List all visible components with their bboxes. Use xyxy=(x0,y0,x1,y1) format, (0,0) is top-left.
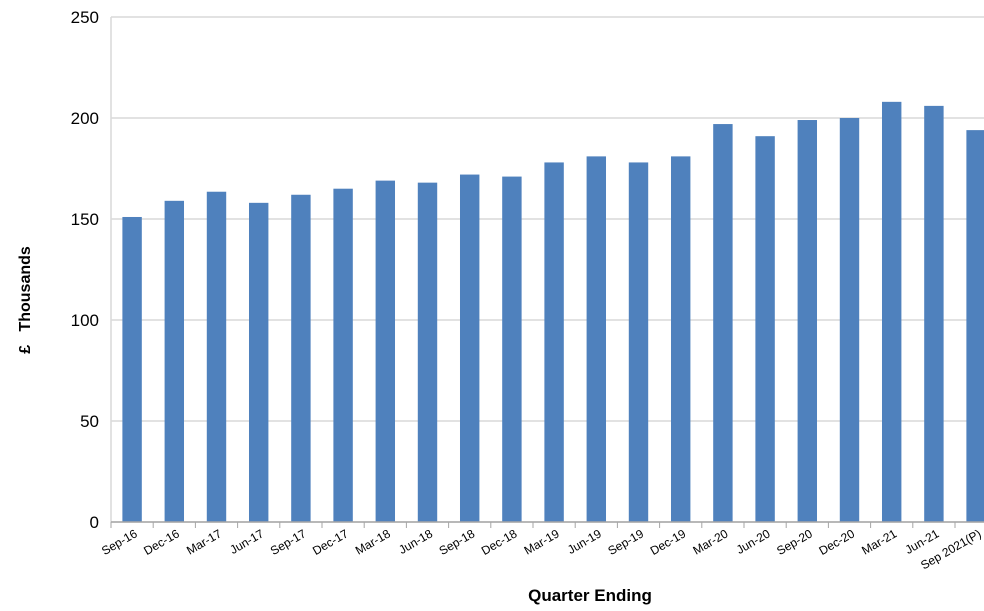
bar xyxy=(713,124,733,522)
bar xyxy=(502,176,522,522)
bar xyxy=(248,202,269,522)
bar xyxy=(122,216,142,523)
x-tick-label: Mar-17 xyxy=(184,526,224,557)
x-axis-title: Quarter Ending xyxy=(528,586,652,605)
y-tick-label: 100 xyxy=(71,311,99,330)
bar xyxy=(544,162,564,522)
y-tick-label: 50 xyxy=(80,412,99,431)
x-tick-label: Sep-17 xyxy=(268,526,309,558)
bar xyxy=(670,156,691,522)
x-tick-label: Mar-18 xyxy=(353,526,393,557)
y-axis-title: £ Thousands xyxy=(17,246,34,354)
bar xyxy=(839,118,860,522)
bar xyxy=(881,101,902,522)
x-tick-label: Dec-20 xyxy=(816,526,857,558)
x-tick-label: Sep-19 xyxy=(605,526,646,558)
x-tick-label: Dec-18 xyxy=(479,526,520,558)
y-tick-label: 0 xyxy=(90,513,99,532)
bar xyxy=(333,188,353,522)
bar xyxy=(291,194,311,522)
y-tick-label: 250 xyxy=(71,8,99,27)
x-tick-label: Jun-19 xyxy=(565,526,604,557)
bar xyxy=(417,182,438,522)
x-tick-label: Dec-19 xyxy=(648,526,689,558)
bar xyxy=(586,156,607,522)
x-tick-label: Sep-16 xyxy=(99,526,140,558)
x-tick-label: Mar-19 xyxy=(522,526,562,557)
bar xyxy=(628,162,649,522)
x-tick-label: Dec-16 xyxy=(141,526,182,558)
x-tick-label: Mar-20 xyxy=(690,526,730,557)
bar xyxy=(375,180,396,522)
x-tick-label: Dec-17 xyxy=(310,526,351,558)
x-tick-label: Jun-20 xyxy=(734,526,773,557)
x-tick-label: Jun-18 xyxy=(396,526,435,557)
bar xyxy=(797,120,818,523)
bar xyxy=(924,105,944,522)
x-tick-label: Sep-18 xyxy=(437,526,478,558)
bar xyxy=(206,191,227,523)
bar xyxy=(966,130,984,522)
bar xyxy=(755,136,775,522)
x-tick-label: Jun-17 xyxy=(227,526,266,557)
y-tick-label: 150 xyxy=(71,210,99,229)
x-tick-label: Sep-20 xyxy=(774,526,815,558)
bar xyxy=(459,174,480,522)
bar xyxy=(164,200,185,522)
x-tick-label: Mar-21 xyxy=(859,526,899,557)
y-tick-label: 200 xyxy=(71,109,99,128)
